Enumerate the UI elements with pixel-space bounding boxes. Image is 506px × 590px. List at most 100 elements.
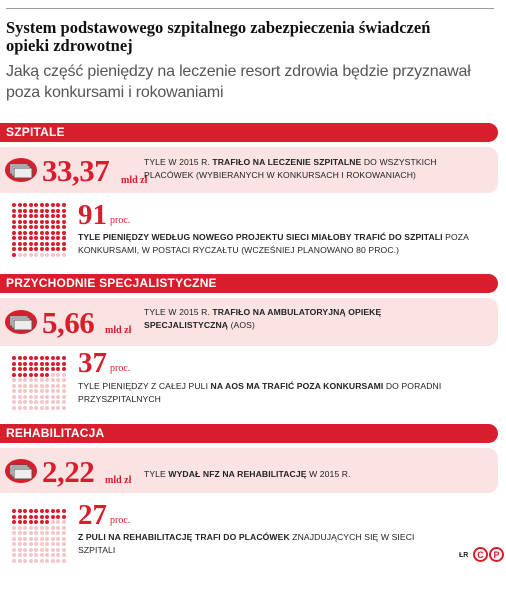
percent-dot bbox=[12, 203, 16, 207]
percent-dot bbox=[45, 509, 49, 513]
percent-dot bbox=[56, 531, 60, 535]
percent-dot bbox=[23, 252, 27, 257]
percent-dot bbox=[28, 536, 33, 541]
percent-dot bbox=[12, 383, 16, 388]
percent-dot bbox=[23, 383, 27, 388]
percent-dot bbox=[39, 361, 44, 366]
percent-dot bbox=[56, 225, 60, 229]
percent-dot bbox=[12, 553, 16, 557]
percent-dot bbox=[23, 241, 27, 246]
percent-dot bbox=[28, 525, 33, 530]
percent-dot bbox=[45, 356, 49, 360]
percent-dot bbox=[39, 225, 44, 229]
percent-dot bbox=[34, 225, 38, 229]
percent-dot bbox=[12, 356, 16, 360]
percent-dot bbox=[45, 236, 49, 240]
percent-dot bbox=[45, 400, 49, 404]
percent-dot bbox=[56, 553, 60, 557]
percent-dot bbox=[56, 525, 60, 530]
percent-dot bbox=[23, 405, 27, 410]
percent-dot bbox=[34, 531, 38, 535]
percent-dot bbox=[23, 356, 27, 360]
percent-dot bbox=[12, 394, 16, 399]
percent-dot bbox=[50, 252, 55, 257]
percent-dot bbox=[50, 378, 55, 382]
percent-dot bbox=[12, 230, 16, 235]
percent-dot bbox=[28, 558, 33, 563]
percent-dot bbox=[23, 400, 27, 404]
percent-dot bbox=[56, 400, 60, 404]
percent-dot bbox=[23, 203, 27, 207]
percent-dot bbox=[23, 367, 27, 371]
percent-dot bbox=[28, 367, 33, 371]
percent-dot bbox=[28, 219, 33, 224]
percent-dot bbox=[23, 208, 27, 213]
percent-dot bbox=[61, 542, 66, 546]
percent-dot bbox=[12, 536, 16, 541]
percent-dot-grid bbox=[12, 203, 66, 257]
percent-dot bbox=[39, 252, 44, 257]
percent-dot bbox=[56, 247, 60, 251]
percent-dot bbox=[34, 558, 38, 563]
percent-dot bbox=[17, 372, 22, 377]
percent-dot bbox=[39, 558, 44, 563]
percent-dot bbox=[12, 214, 16, 218]
percent-dot bbox=[17, 247, 22, 251]
percent-dot bbox=[45, 225, 49, 229]
percent-dot bbox=[61, 558, 66, 563]
amount-value: 33,37 bbox=[42, 153, 110, 188]
percent-dot bbox=[61, 219, 66, 224]
percent-dot bbox=[39, 356, 44, 360]
percent-dot bbox=[50, 356, 55, 360]
percent-dot bbox=[28, 389, 33, 393]
percent-dot bbox=[23, 514, 27, 519]
percent-dot bbox=[34, 553, 38, 557]
percent-dot bbox=[61, 356, 66, 360]
percent-dot bbox=[17, 531, 22, 535]
percent-dot bbox=[23, 378, 27, 382]
percent-dot bbox=[17, 252, 22, 257]
amount-description: TYLE W 2015 R. TRAFIŁO NA LECZENIE SZPIT… bbox=[144, 157, 437, 180]
section-header-rehabilitacja: REHABILITACJA bbox=[0, 424, 498, 443]
percent-dot bbox=[39, 378, 44, 382]
percent-dot bbox=[45, 252, 49, 257]
percent-dot bbox=[34, 525, 38, 530]
percent-dot bbox=[45, 203, 49, 207]
percent-dot bbox=[56, 405, 60, 410]
percent-dot bbox=[61, 230, 66, 235]
percent-dot bbox=[50, 509, 55, 513]
percent-dot bbox=[61, 214, 66, 218]
percent-dot bbox=[17, 400, 22, 404]
percent-dot bbox=[45, 389, 49, 393]
percent-dot bbox=[23, 394, 27, 399]
percent-dot bbox=[56, 372, 60, 377]
percent-value: 91 bbox=[78, 199, 107, 231]
percent-dot bbox=[39, 547, 44, 552]
percent-dot bbox=[28, 394, 33, 399]
percent-dot bbox=[34, 236, 38, 240]
percent-dot bbox=[34, 509, 38, 513]
percent-dot bbox=[56, 542, 60, 546]
percent-dot bbox=[17, 389, 22, 393]
percent-dot bbox=[56, 219, 60, 224]
percent-dot bbox=[50, 405, 55, 410]
percent-dot bbox=[39, 247, 44, 251]
percent-dot bbox=[56, 389, 60, 393]
percent-dot bbox=[34, 247, 38, 251]
percent-dot bbox=[56, 520, 60, 524]
percent-dot bbox=[61, 525, 66, 530]
percent-dot bbox=[50, 400, 55, 404]
percent-dot bbox=[28, 356, 33, 360]
percent-dot bbox=[56, 361, 60, 366]
percent-dot bbox=[50, 219, 55, 224]
percent-dot bbox=[12, 531, 16, 535]
author-credit: ŁR bbox=[459, 552, 469, 559]
percent-dot bbox=[56, 208, 60, 213]
percent-dot bbox=[34, 520, 38, 524]
percent-unit: proc. bbox=[110, 215, 131, 226]
percent-dot bbox=[28, 383, 33, 388]
percent-dot bbox=[23, 389, 27, 393]
section-label: SZPITALE bbox=[6, 125, 65, 139]
percent-dot bbox=[45, 214, 49, 218]
percent-dot bbox=[17, 536, 22, 541]
